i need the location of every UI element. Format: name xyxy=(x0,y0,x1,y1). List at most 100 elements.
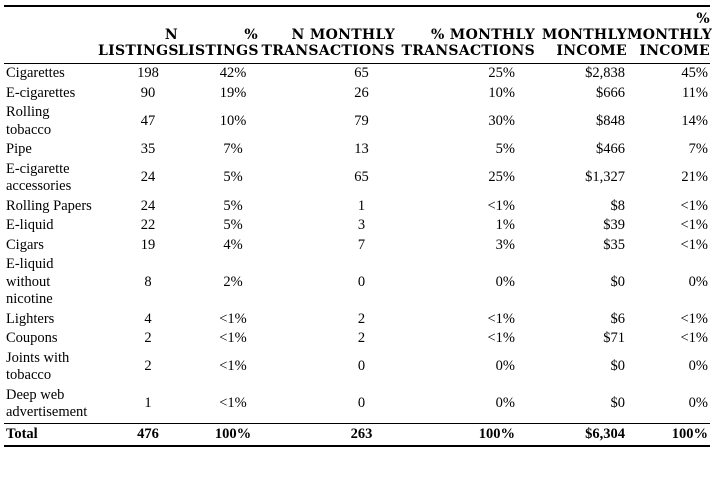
pct-transactions-cell: 0% xyxy=(495,395,515,412)
row-label: Lighters xyxy=(6,310,55,327)
row-label: Pipe xyxy=(6,141,32,157)
row-label: Cigarettes xyxy=(6,65,65,81)
row-label: Joints with tobacco xyxy=(6,349,70,384)
n-transactions-cell: 65 xyxy=(354,169,369,186)
pct-listings-cell: 5% xyxy=(223,217,243,233)
n-listings-cell: 4 xyxy=(144,310,152,327)
n-transactions-cell: 26 xyxy=(354,84,369,101)
header-pct-transactions: % MONTHLY TRANSACTIONS xyxy=(401,27,535,59)
table-row: Rolling tobacco 47 10% 79 30% $848 14% xyxy=(4,103,710,140)
header-n-listings: N LISTINGS xyxy=(98,27,179,59)
income-cell: $0 xyxy=(610,273,626,290)
header-n-transactions: N MONTHLY TRANSACTIONS xyxy=(261,27,395,59)
document: N LISTINGS % LISTINGS N MONTHLY TRANSACT… xyxy=(4,5,713,447)
pct-transactions-cell: 10% xyxy=(488,84,515,101)
pct-listings-cell: 7% xyxy=(223,141,243,157)
pct-income-cell: <1% xyxy=(680,217,708,233)
table-footer: Total 476 100% 263 100% $6,304 100% xyxy=(4,423,710,446)
n-listings-cell: 35 xyxy=(140,141,156,157)
n-transactions-cell: 7 xyxy=(357,236,366,253)
row-label: Deep web advertisement xyxy=(6,386,88,421)
table-row: E-cigarette accessories 24 5% 65 25% $1,327 21… xyxy=(4,160,710,197)
income-cell: $71 xyxy=(603,330,625,346)
row-label: Coupons xyxy=(6,330,58,346)
pct-listings-cell: <1% xyxy=(219,310,247,327)
header-pct-income: % MONTHLY INCOME xyxy=(627,11,713,59)
table-row: Pipe 35 7% 13 5% $466 7% xyxy=(4,140,710,160)
pct-income-cell: <1% xyxy=(680,330,708,346)
pct-listings-cell: <1% xyxy=(219,358,247,375)
income-cell: $39 xyxy=(603,217,625,233)
income-cell: $8 xyxy=(610,197,626,214)
pct-transactions-cell: 30% xyxy=(488,112,515,129)
table-row: Rolling Papers 24 5% 1 <1% $8 <1% xyxy=(4,197,710,217)
income-cell: $6 xyxy=(610,310,626,327)
n-listings-cell: 8 xyxy=(144,273,152,290)
pct-transactions-cell: <1% xyxy=(487,310,515,327)
pct-listings-cell: 2% xyxy=(223,273,243,290)
n-transactions-cell: 0 xyxy=(357,358,366,375)
header-category xyxy=(4,6,98,64)
n-transactions-cell: 0 xyxy=(357,395,366,412)
total-label: Total xyxy=(6,425,38,442)
total-n-listings: 476 xyxy=(137,425,159,442)
pct-income-cell: 7% xyxy=(688,141,708,157)
pct-transactions-cell: <1% xyxy=(487,197,515,214)
n-transactions-cell: 3 xyxy=(357,217,366,233)
row-label: Cigars xyxy=(6,236,44,253)
n-listings-cell: 47 xyxy=(140,112,156,129)
pct-transactions-cell: 3% xyxy=(495,236,515,253)
pct-listings-cell: 5% xyxy=(223,169,243,186)
n-listings-cell: 198 xyxy=(137,65,159,81)
pct-transactions-cell: <1% xyxy=(487,330,515,346)
n-transactions-cell: 1 xyxy=(357,197,366,214)
table-row: Deep web advertisement 1 <1% 0 0% $0 0% xyxy=(4,386,710,424)
income-cell: $0 xyxy=(610,395,626,412)
table-body: Cigarettes 198 42% 65 2 5% $2,838 4 5% E-cigarett… xyxy=(4,64,710,424)
n-listings-cell: 24 xyxy=(140,197,156,214)
row-label: Rolling Papers xyxy=(6,197,92,214)
income-cell: $666 xyxy=(596,84,625,101)
table-row: E-liquid 22 5% 3 1% $39 <1% xyxy=(4,216,710,236)
n-listings-cell: 2 xyxy=(144,330,152,346)
table-row: Cigarettes 198 42% 65 25% $2,838 45% xyxy=(4,64,710,84)
n-listings-cell: 2 xyxy=(144,358,152,375)
pct-listings-cell: 10% xyxy=(219,112,247,129)
pct-income-cell: <1% xyxy=(680,310,708,327)
table-row: Coupons 2 <1% 2 <1% $71 <1% xyxy=(4,329,710,349)
table-row: E-cigarettes 90 19% 26 10% $666 11% xyxy=(4,84,710,104)
header-pct-listings: % LISTINGS xyxy=(178,27,259,59)
n-transactions-cell: 65 xyxy=(354,65,369,81)
row-label: E-cigarettes xyxy=(6,84,76,101)
n-listings-cell: 90 xyxy=(140,84,156,101)
pct-transactions-cell: 0% xyxy=(495,358,515,375)
row-label: E-liquid without nicotine xyxy=(6,256,54,307)
income-cell: $848 xyxy=(596,112,625,129)
total-income: $6,304 xyxy=(585,425,625,442)
n-listings-cell: 22 xyxy=(140,217,156,233)
table-row: Joints with tobacco 2 <1% 0 0% $0 0% xyxy=(4,349,710,386)
total-n-transactions: 263 xyxy=(350,425,373,442)
table-row: Cigars 19 4% 7 3% $35 <1% xyxy=(4,236,710,256)
pct-listings-cell: 42% xyxy=(219,65,247,81)
income-cell: $2,838 xyxy=(585,65,625,81)
pct-income-cell: 11% xyxy=(681,84,708,101)
income-cell: $1,327 xyxy=(585,169,625,186)
n-transactions-cell: 0 xyxy=(357,273,366,290)
n-transactions-cell: 2 xyxy=(357,330,366,346)
pct-income-cell: <1% xyxy=(680,236,708,253)
table-row: Lighters 4 <1% 2 <1% $6 <1% xyxy=(4,310,710,330)
income-cell: $35 xyxy=(603,236,625,253)
pct-income-cell: 0% xyxy=(688,358,708,375)
pct-listings-cell: 19% xyxy=(219,84,247,101)
header-income: MONTHLY INCOME xyxy=(541,27,627,59)
table-header: N LISTINGS % LISTINGS N MONTHLY TRANSACT… xyxy=(4,6,713,64)
pct-listings-cell: 4% xyxy=(223,236,243,253)
pct-listings-cell: 5% xyxy=(223,197,243,214)
total-row: Total 476 100% 263 100% $6,304 100% xyxy=(4,423,710,446)
pct-income-cell: 0% xyxy=(688,395,708,412)
pct-listings-cell: <1% xyxy=(219,395,247,412)
row-label: E-cigarette accessories xyxy=(6,160,72,195)
n-transactions-cell: 79 xyxy=(354,112,369,129)
pct-transactions-cell: 0% xyxy=(495,273,515,290)
